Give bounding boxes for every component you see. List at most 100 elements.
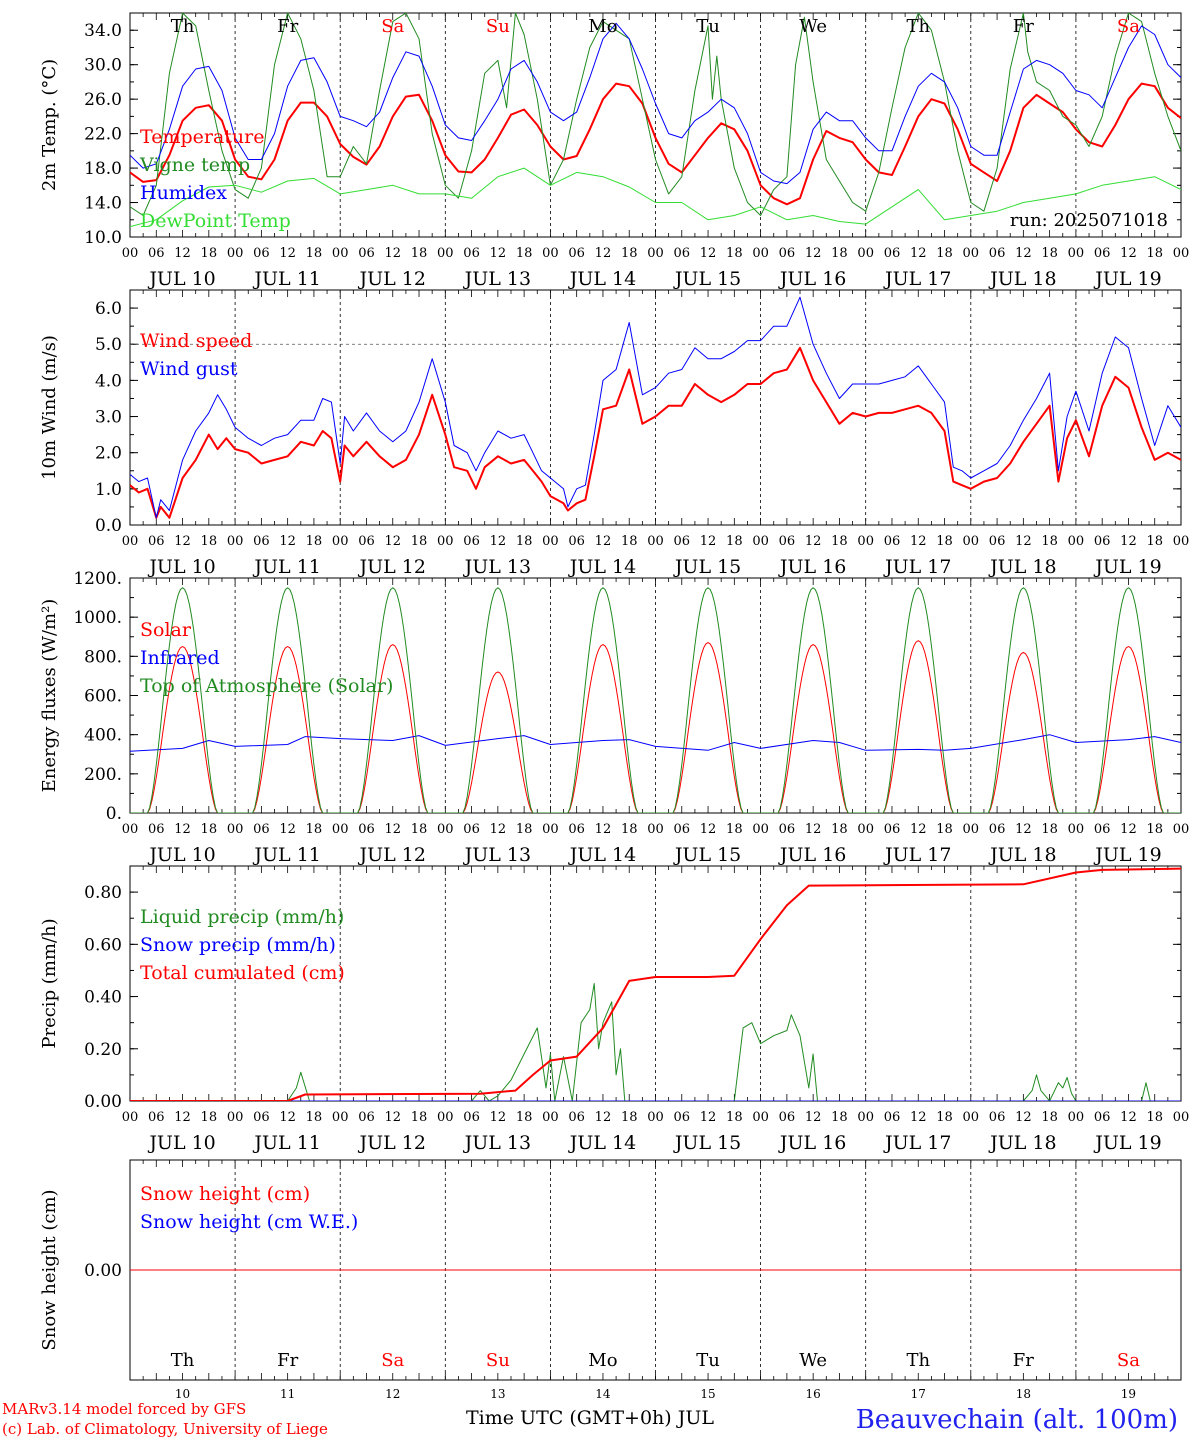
hour-tick-label: 00 (437, 246, 454, 261)
panel-temp: 10.0 14.0 18.0 22.0 26.0 30.0 34.0 2m Temp. (°C… (39, 12, 1190, 290)
hour-tick-label: 06 (884, 822, 901, 837)
hour-tick-label: 00 (1068, 1110, 1085, 1125)
day-number-label: 17 (911, 1387, 926, 1401)
legend-entry: Temperature (140, 126, 264, 148)
weekday-label: Su (486, 16, 510, 37)
legend-entry: Vigne temp (139, 154, 250, 176)
weekday-label: Sa (1117, 16, 1140, 37)
weekday-label: Fr (277, 16, 298, 37)
y-axis-label: 2m Temp. (°C) (39, 59, 60, 191)
y-tick-label: 1.0 (95, 480, 122, 500)
hour-tick-label: 18 (201, 1110, 218, 1125)
hour-tick-label: 18 (831, 534, 848, 549)
day-number-label: 16 (806, 1387, 821, 1401)
hour-tick-label: 18 (1041, 246, 1058, 261)
hour-tick-label: 00 (542, 822, 559, 837)
hour-tick-label: 18 (726, 822, 743, 837)
hour-tick-label: 06 (1094, 534, 1111, 549)
day-label: JUL 10 (147, 268, 215, 290)
hour-tick-label: 00 (437, 1110, 454, 1125)
hour-tick-label: 00 (122, 822, 139, 837)
day-label: JUL 17 (883, 844, 951, 866)
hour-tick-label: 18 (1146, 534, 1163, 549)
hour-tick-label: 18 (411, 534, 428, 549)
series-humidex (130, 22, 1181, 185)
hour-tick-label: 00 (752, 534, 769, 549)
day-label: JUL 16 (778, 844, 846, 866)
hour-tick-label: 06 (779, 1110, 796, 1125)
y-tick-label: 3.0 (95, 408, 122, 428)
hour-tick-label: 12 (1120, 822, 1137, 837)
hour-tick-label: 06 (884, 534, 901, 549)
series-top-of-atmosphere-solar (130, 587, 1181, 813)
hour-tick-label: 06 (253, 246, 270, 261)
y-tick-label: 1200. (73, 569, 122, 589)
panel-frame (129, 12, 1182, 238)
hour-tick-label: 06 (358, 822, 375, 837)
hour-tick-label: 18 (1146, 822, 1163, 837)
hour-tick-label: 18 (621, 1110, 638, 1125)
hour-tick-label: 12 (700, 822, 717, 837)
day-label: JUL 13 (463, 844, 531, 866)
y-tick-label: 26.0 (84, 90, 122, 110)
hour-tick-label: 12 (700, 1110, 717, 1125)
hour-tick-label: 12 (490, 246, 507, 261)
hour-tick-label: 18 (621, 822, 638, 837)
day-label: JUL 16 (778, 268, 846, 290)
hour-tick-label: 00 (122, 246, 139, 261)
hour-tick-label: 06 (779, 246, 796, 261)
hour-tick-label: 12 (595, 534, 612, 549)
hour-tick-label: 18 (516, 534, 533, 549)
hour-tick-label: 06 (253, 822, 270, 837)
day-label: JUL 19 (1093, 1132, 1161, 1154)
y-tick-label: 0.00 (84, 1092, 122, 1112)
hour-tick-label: 00 (227, 822, 244, 837)
hour-tick-label: 18 (201, 534, 218, 549)
hour-tick-label: 06 (989, 1110, 1006, 1125)
legend-entry: Infrared (140, 647, 220, 669)
day-label: JUL 14 (568, 556, 636, 578)
y-tick-label: 0.00 (84, 1261, 122, 1281)
hour-tick-label: 12 (805, 822, 822, 837)
hour-tick-label: 00 (1173, 246, 1190, 261)
series-wind-speed (130, 346, 1181, 519)
hour-tick-label: 06 (358, 1110, 375, 1125)
weekday-label: Th (906, 1350, 930, 1371)
hour-tick-label: 12 (910, 534, 927, 549)
day-number-label: 12 (385, 1387, 400, 1401)
hour-tick-label: 12 (1015, 1110, 1032, 1125)
hour-tick-label: 12 (174, 822, 191, 837)
hour-tick-label: 06 (989, 246, 1006, 261)
weekday-label: We (799, 16, 827, 37)
weekday-label: Sa (1117, 1350, 1140, 1371)
x-axis-label: Time UTC (GMT+0h) JUL (466, 1407, 714, 1429)
y-tick-label: 4.0 (95, 371, 122, 391)
y-tick-label: 0.40 (84, 988, 122, 1008)
day-label: JUL 14 (568, 268, 636, 290)
legend-entry: Top of Atmosphere (Solar) (140, 675, 393, 697)
hour-tick-label: 12 (384, 822, 401, 837)
hour-tick-label: 00 (542, 246, 559, 261)
y-tick-label: 14.0 (84, 194, 122, 214)
hour-tick-label: 12 (595, 1110, 612, 1125)
hour-tick-label: 00 (752, 822, 769, 837)
hour-tick-label: 06 (568, 822, 585, 837)
hour-tick-label: 12 (910, 246, 927, 261)
hour-tick-label: 18 (516, 822, 533, 837)
hour-tick-label: 18 (936, 534, 953, 549)
series-group (130, 13, 1181, 228)
weekday-label: Sa (381, 1350, 404, 1371)
legend-entry: Solar (140, 619, 192, 641)
weekday-label: Sa (381, 16, 404, 37)
series-vigne-temp (130, 13, 1181, 216)
day-label: JUL 15 (673, 556, 741, 578)
legend-entry: Wind gust (140, 358, 238, 380)
hour-tick-label: 00 (332, 534, 349, 549)
hour-tick-label: 00 (752, 1110, 769, 1125)
hour-tick-label: 18 (306, 534, 323, 549)
hour-tick-label: 00 (122, 1110, 139, 1125)
y-tick-label: 18.0 (84, 159, 122, 179)
day-label: JUL 15 (673, 1132, 741, 1154)
hour-tick-label: 12 (805, 1110, 822, 1125)
hour-tick-label: 18 (1041, 534, 1058, 549)
